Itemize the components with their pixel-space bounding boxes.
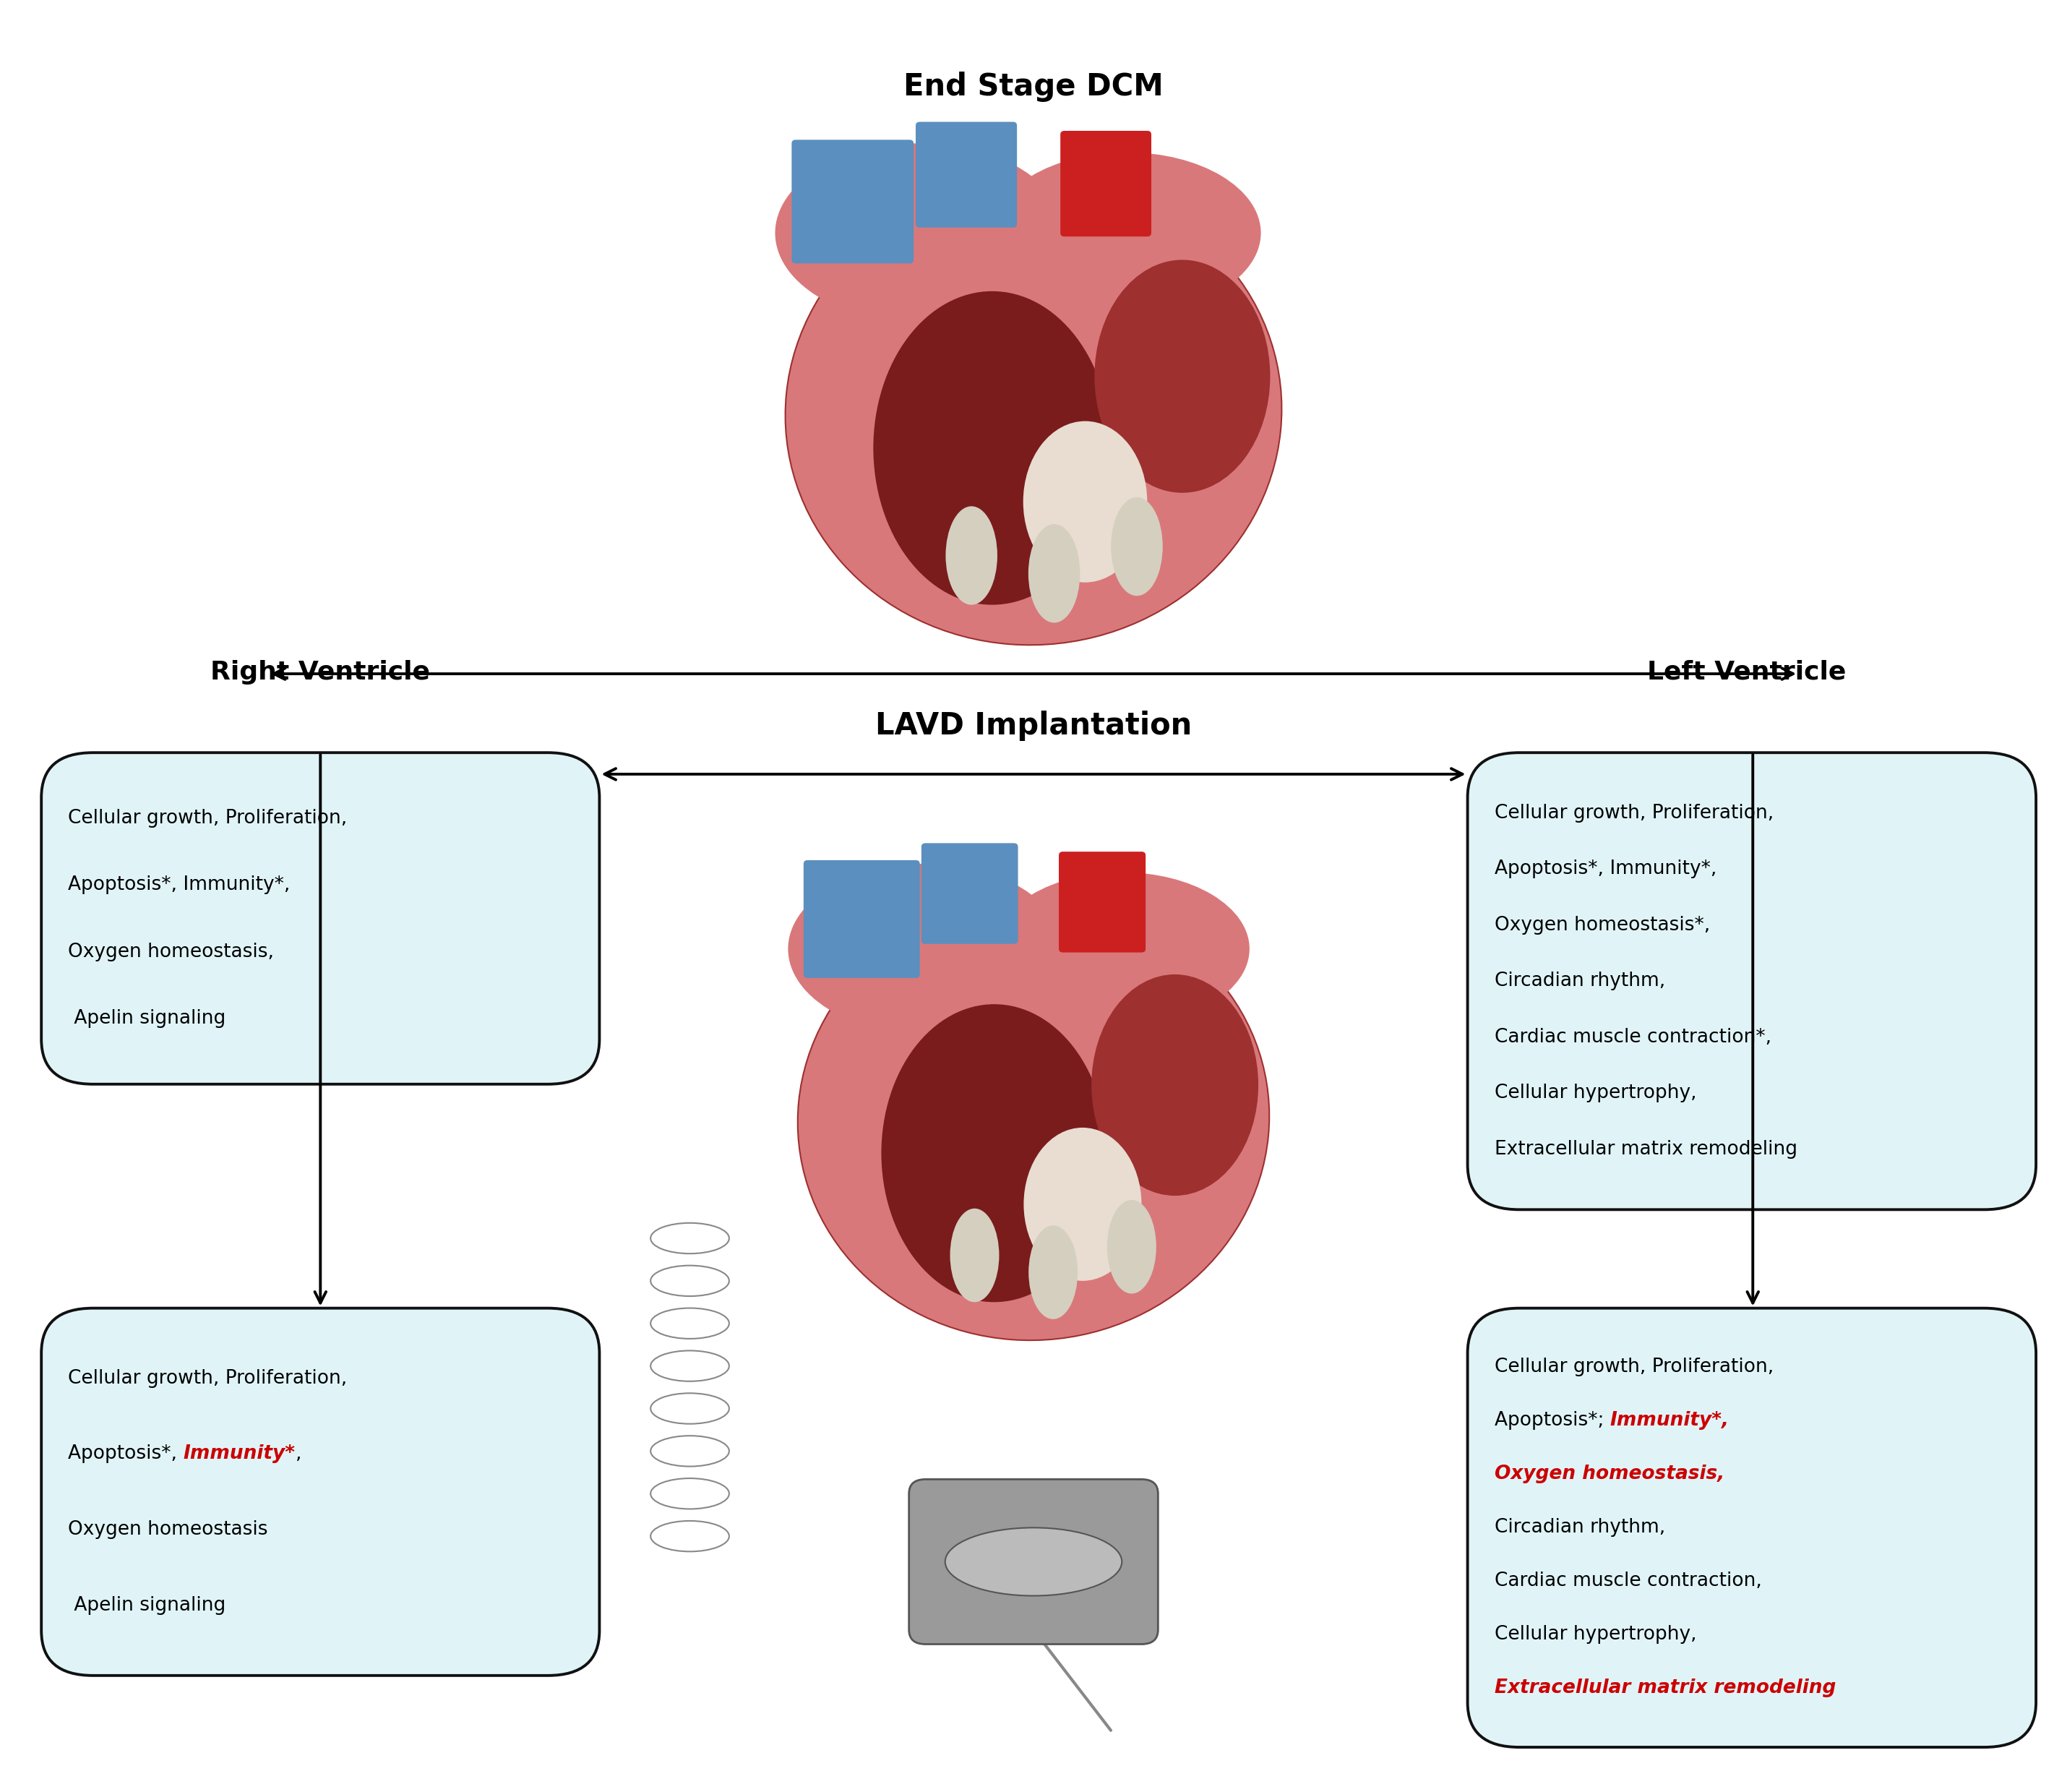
- FancyBboxPatch shape: [1060, 131, 1151, 237]
- Ellipse shape: [785, 179, 1282, 645]
- FancyBboxPatch shape: [922, 844, 1017, 944]
- Text: Apoptosis*, Immunity*,: Apoptosis*, Immunity*,: [1494, 860, 1716, 878]
- Text: Apoptosis*,: Apoptosis*,: [68, 1444, 184, 1464]
- FancyBboxPatch shape: [41, 1308, 599, 1676]
- Text: Apelin signaling: Apelin signaling: [68, 1009, 225, 1029]
- Ellipse shape: [1023, 1127, 1141, 1281]
- FancyArrowPatch shape: [1036, 1631, 1110, 1731]
- Ellipse shape: [775, 143, 1065, 323]
- Ellipse shape: [1023, 421, 1147, 582]
- Ellipse shape: [1096, 260, 1269, 493]
- FancyBboxPatch shape: [804, 860, 920, 978]
- Text: Extracellular matrix remodeling: Extracellular matrix remodeling: [1494, 1140, 1798, 1159]
- FancyBboxPatch shape: [916, 122, 1017, 228]
- Ellipse shape: [1108, 1201, 1155, 1294]
- Ellipse shape: [945, 505, 996, 604]
- FancyBboxPatch shape: [909, 1480, 1158, 1645]
- Text: Cellular growth, Proliferation,: Cellular growth, Proliferation,: [1494, 803, 1773, 823]
- Ellipse shape: [994, 873, 1248, 1025]
- Text: Oxygen homeostasis: Oxygen homeostasis: [68, 1520, 269, 1539]
- FancyBboxPatch shape: [1468, 1308, 2036, 1747]
- FancyBboxPatch shape: [1058, 851, 1145, 953]
- Text: Cardiac muscle contraction,: Cardiac muscle contraction,: [1494, 1572, 1761, 1591]
- Text: Circadian rhythm,: Circadian rhythm,: [1494, 971, 1666, 991]
- Ellipse shape: [1112, 496, 1164, 595]
- Text: Apoptosis*;: Apoptosis*;: [1494, 1412, 1610, 1430]
- FancyBboxPatch shape: [792, 140, 914, 263]
- FancyBboxPatch shape: [41, 753, 599, 1084]
- Text: Circadian rhythm,: Circadian rhythm,: [1494, 1518, 1666, 1538]
- Text: Cellular growth, Proliferation,: Cellular growth, Proliferation,: [1494, 1358, 1773, 1376]
- Text: Oxygen homeostasis,: Oxygen homeostasis,: [68, 943, 275, 961]
- Ellipse shape: [872, 292, 1112, 606]
- Text: Right Ventricle: Right Ventricle: [211, 659, 430, 685]
- Text: End Stage DCM: End Stage DCM: [903, 72, 1164, 102]
- Ellipse shape: [945, 1527, 1122, 1595]
- Ellipse shape: [992, 152, 1261, 314]
- Text: Apelin signaling: Apelin signaling: [68, 1597, 225, 1615]
- Ellipse shape: [1029, 1226, 1077, 1319]
- Text: Immunity*,: Immunity*,: [1610, 1412, 1730, 1430]
- Text: LAVD Implantation: LAVD Implantation: [874, 711, 1193, 740]
- Ellipse shape: [881, 1004, 1108, 1303]
- Ellipse shape: [951, 1208, 998, 1303]
- Text: Immunity*: Immunity*: [184, 1444, 296, 1464]
- FancyBboxPatch shape: [1468, 753, 2036, 1210]
- Ellipse shape: [788, 864, 1062, 1034]
- Text: Cellular hypertrophy,: Cellular hypertrophy,: [1494, 1625, 1697, 1643]
- Text: Oxygen homeostasis,: Oxygen homeostasis,: [1494, 1464, 1724, 1484]
- Text: Cellular hypertrophy,: Cellular hypertrophy,: [1494, 1084, 1697, 1102]
- Ellipse shape: [1029, 525, 1081, 622]
- Text: Oxygen homeostasis*,: Oxygen homeostasis*,: [1494, 916, 1709, 934]
- Ellipse shape: [798, 898, 1269, 1340]
- Ellipse shape: [1091, 975, 1259, 1195]
- Text: ,: ,: [296, 1444, 302, 1464]
- Text: Extracellular matrix remodeling: Extracellular matrix remodeling: [1494, 1679, 1835, 1697]
- Text: Apoptosis*, Immunity*,: Apoptosis*, Immunity*,: [68, 876, 289, 894]
- Text: Left Ventricle: Left Ventricle: [1647, 659, 1846, 685]
- Text: Cellular growth, Proliferation,: Cellular growth, Proliferation,: [68, 1369, 347, 1387]
- Text: Cardiac muscle contraction*,: Cardiac muscle contraction*,: [1494, 1029, 1771, 1047]
- Text: Cellular growth, Proliferation,: Cellular growth, Proliferation,: [68, 808, 347, 828]
